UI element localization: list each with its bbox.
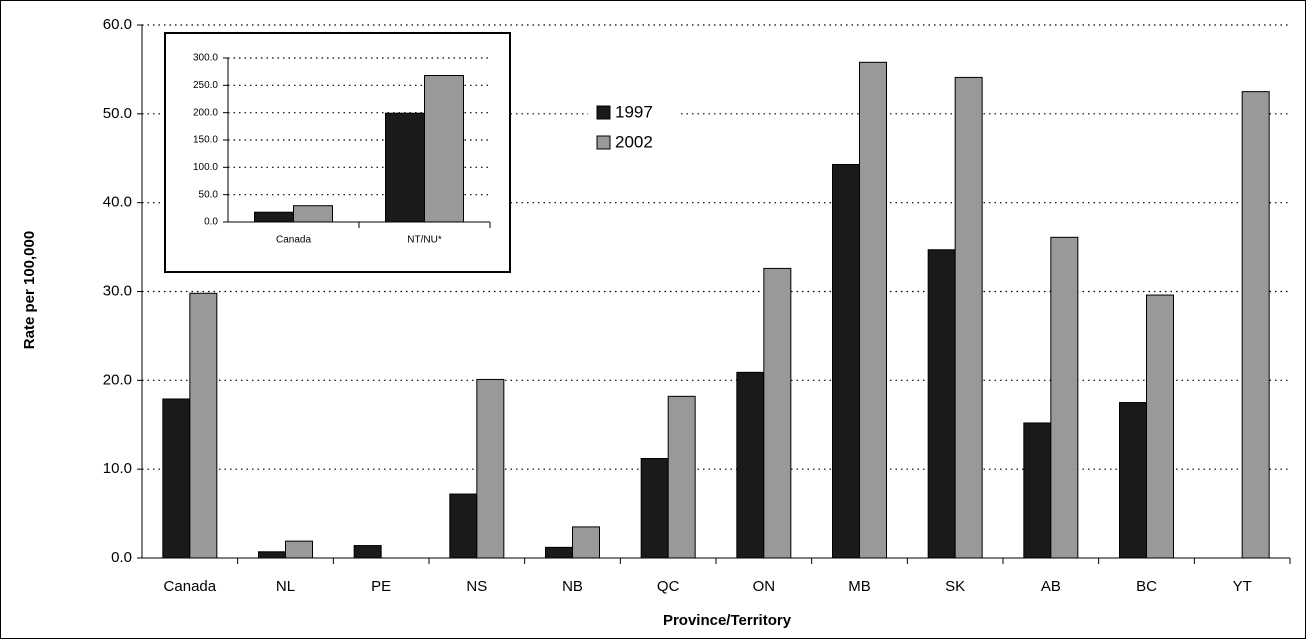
y-tick-label: 150.0: [193, 135, 218, 146]
y-tick-label: 0.0: [204, 217, 218, 228]
y-tick-label: 100.0: [193, 162, 218, 173]
bar: [385, 112, 425, 223]
y-tick-label: 50.0: [103, 105, 132, 122]
x-tick-label: BC: [1136, 578, 1157, 595]
bar: [545, 546, 573, 559]
bar: [859, 61, 887, 559]
x-tick-label: AB: [1041, 578, 1061, 595]
x-tick-label: Canada: [164, 578, 217, 595]
bar: [424, 74, 464, 223]
bar: [476, 378, 505, 559]
bar: [285, 540, 313, 559]
x-tick-label: NB: [562, 578, 583, 595]
legend-swatch: [596, 135, 611, 150]
bar: [640, 458, 669, 559]
bar: [763, 267, 792, 559]
x-tick-label: SK: [945, 578, 965, 595]
x-tick-label: NS: [466, 578, 487, 595]
bar: [927, 249, 956, 559]
bar: [162, 398, 191, 559]
inset-frame: [164, 32, 511, 273]
legend-label: 1997: [615, 102, 653, 121]
y-tick-label: 50.0: [199, 189, 219, 200]
x-tick-label: QC: [657, 578, 680, 595]
legend-swatch: [596, 105, 611, 120]
bar: [189, 292, 218, 559]
bar: [667, 395, 696, 559]
x-axis-label: Province/Territory: [663, 612, 792, 629]
x-tick-label: NT/NU*: [407, 235, 442, 246]
bar: [293, 205, 333, 223]
x-tick-label: PE: [371, 578, 391, 595]
bar: [1241, 91, 1270, 559]
x-tick-label: Canada: [276, 235, 311, 246]
y-tick-label: 0.0: [111, 549, 132, 566]
y-tick-label: 30.0: [103, 282, 132, 299]
legend-label: 2002: [615, 132, 653, 151]
x-tick-label: ON: [753, 578, 776, 595]
y-tick-label: 200.0: [193, 107, 218, 118]
y-tick-label: 60.0: [103, 16, 132, 33]
x-tick-label: NL: [276, 578, 295, 595]
bar: [572, 526, 600, 559]
bar: [1050, 236, 1079, 559]
bar: [736, 371, 765, 559]
y-tick-label: 20.0: [103, 371, 132, 388]
bar: [449, 493, 478, 559]
x-tick-label: YT: [1233, 578, 1252, 595]
bar: [1023, 422, 1052, 559]
y-tick-label: 10.0: [103, 460, 132, 477]
x-tick-label: MB: [848, 578, 871, 595]
bar: [1119, 402, 1147, 559]
y-tick-label: 40.0: [103, 194, 132, 211]
y-tick-label: 300.0: [193, 53, 218, 64]
y-axis-label: Rate per 100,000: [21, 231, 38, 349]
bar: [258, 551, 286, 559]
y-tick-label: 250.0: [193, 80, 218, 91]
bar: [954, 76, 983, 559]
bar: [254, 211, 294, 223]
bar: [353, 545, 382, 559]
bar: [1146, 294, 1174, 559]
bar: [832, 163, 860, 559]
